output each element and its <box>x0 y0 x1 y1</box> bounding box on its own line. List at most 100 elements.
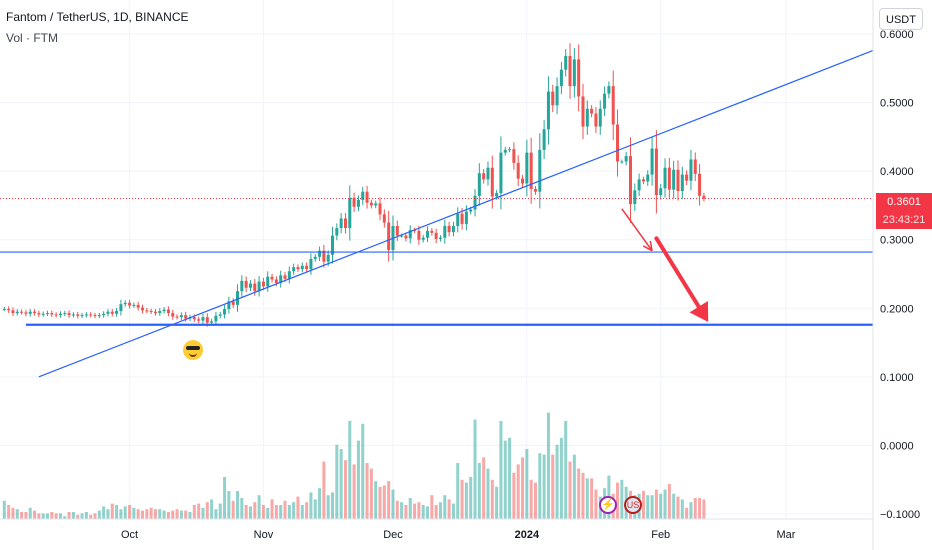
currency-button[interactable]: USDT <box>879 8 923 30</box>
drawings-layer[interactable] <box>0 48 877 378</box>
candle-body <box>525 152 529 184</box>
volume-bar <box>473 419 477 519</box>
us-flag-event-icon[interactable]: US <box>624 496 642 514</box>
candle-body <box>438 237 442 240</box>
candle-body <box>248 283 252 288</box>
candle-body <box>616 124 620 162</box>
volume-bar <box>205 502 209 519</box>
candle-body <box>257 281 261 292</box>
candle-body <box>348 197 352 229</box>
candle-body <box>244 280 248 288</box>
candle-body <box>607 86 611 94</box>
volume-bar <box>672 493 676 519</box>
volume-bar <box>434 505 438 519</box>
volume-bar <box>305 502 309 519</box>
volume-bar <box>322 461 326 519</box>
volume-bar <box>287 505 291 519</box>
candle-body <box>89 314 93 316</box>
candle-body <box>41 313 45 315</box>
volume-bar <box>166 512 170 519</box>
candle-body <box>54 314 58 316</box>
candle-body <box>343 218 347 229</box>
candle-body <box>594 113 598 127</box>
candle-body <box>663 167 667 189</box>
candle-body <box>680 174 684 192</box>
volume-bar <box>15 509 19 519</box>
candle-body <box>698 173 702 196</box>
candle-body <box>309 258 313 270</box>
candle-body <box>192 317 196 320</box>
candle-body <box>469 209 473 212</box>
candle-body <box>603 93 607 109</box>
candle-body <box>136 304 140 308</box>
smiley-sunglasses-icon <box>183 340 203 360</box>
volume-bar <box>387 481 391 519</box>
volume-bar <box>438 502 442 519</box>
volume-bar <box>391 489 395 519</box>
candle-body <box>201 317 205 321</box>
candle-body <box>179 315 183 318</box>
y-tick-label: 0.0000 <box>880 440 914 452</box>
candle-body <box>240 280 244 292</box>
candle-body <box>305 265 309 270</box>
candle-body <box>227 301 231 309</box>
candle-body <box>205 317 209 323</box>
small-arrow-shaft <box>621 208 653 252</box>
volume-bar <box>261 505 265 519</box>
volume-bar <box>326 495 330 519</box>
volume-bar <box>486 468 490 519</box>
candle-body <box>564 55 568 70</box>
candle-body <box>672 169 676 190</box>
volume-bar <box>110 503 114 519</box>
volume-bar <box>97 510 101 519</box>
volume-bar <box>464 482 468 519</box>
candle-body <box>292 267 296 272</box>
volume-bar <box>244 505 248 519</box>
volume-bar <box>188 512 192 519</box>
volume-bar <box>128 505 132 519</box>
candle-body <box>80 315 84 317</box>
candle-body <box>15 311 19 314</box>
volume-bar <box>136 509 140 519</box>
volume-bar <box>348 421 352 519</box>
candle-body <box>590 108 594 114</box>
volume-bar <box>93 513 97 519</box>
volume-bar <box>218 503 222 519</box>
candle-body <box>551 91 555 106</box>
volume-bar <box>395 500 399 519</box>
candle-body <box>581 96 585 127</box>
candle-body <box>253 283 257 292</box>
volume-bar <box>7 505 11 519</box>
volume-bar <box>274 505 278 519</box>
candle-body <box>166 309 170 314</box>
candle-body <box>533 188 537 192</box>
volume-bar <box>236 491 240 519</box>
volume-bar <box>153 509 157 519</box>
candle-body <box>24 312 28 314</box>
volume-bar <box>223 477 227 519</box>
volume-legend: Vol · FTM <box>6 31 59 45</box>
candle-body <box>153 311 157 314</box>
candle-body <box>650 148 654 175</box>
volume-bar <box>650 495 654 519</box>
volume-bar <box>499 421 503 519</box>
candle-body <box>175 316 179 318</box>
rising-trendline <box>38 48 877 378</box>
volume-bar <box>292 502 296 519</box>
volume-bar <box>495 486 499 519</box>
volume-bar <box>503 440 507 519</box>
lightning-event-icon[interactable]: ⚡ <box>599 496 617 514</box>
candle-body <box>460 213 464 224</box>
candle-body <box>97 315 101 317</box>
candle-body <box>456 213 460 226</box>
candle-body <box>413 230 417 232</box>
volume-bar <box>374 481 378 519</box>
candle-body <box>102 313 106 316</box>
volume-bar <box>33 510 37 519</box>
volume-bar <box>369 468 373 519</box>
volume-bar <box>50 512 54 519</box>
volume-bar <box>654 489 658 519</box>
candle-body <box>214 315 218 322</box>
candle-body <box>93 315 97 317</box>
